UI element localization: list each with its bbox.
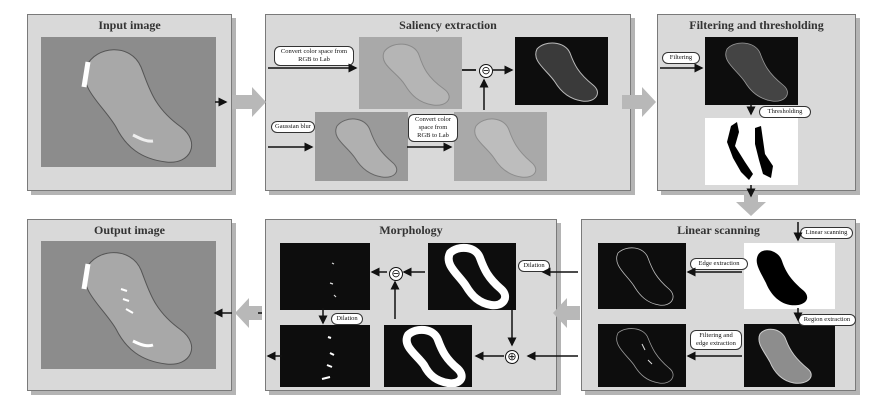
filtered-edge-image [598,324,686,387]
output-image [41,241,216,369]
panel-title-saliency: Saliency extraction [399,18,497,32]
big-arrow-morphology-to-output [235,298,262,328]
panel-saliency-extraction: Saliency extraction Convert color space … [265,14,631,191]
lab-image-2 [454,112,547,181]
big-arrow-input-to-saliency [232,87,266,117]
saliency-map [515,37,608,105]
label-linear-scanning: Linear scanning [800,227,853,239]
panel-output-image: Output image [27,219,232,391]
morph-result-top [280,243,370,310]
label-convert-rgb-lab-1: Convert color space from RGB to Lab [274,46,354,66]
big-arrow-linear-to-morphology [553,298,580,328]
panel-title-output: Output image [93,223,165,237]
lab-image-1 [359,37,462,109]
label-gaussian-blur: Gaussian blur [271,121,315,133]
add-operator: ⊕ [505,350,519,364]
label-thresholding: Thresholding [759,106,811,118]
label-filtering-edge-extraction: Filtering and edge extraction [690,330,742,350]
filtered-image [705,37,798,105]
panel-title-morphology: Morphology [379,223,443,237]
panel-title-linear: Linear scanning [677,223,760,237]
panel-title-input: Input image [98,18,161,32]
label-dilation-1: Dilation [518,260,550,272]
panel-morphology: Morphology Dilation Dilation ⊖ ⊕ [265,219,557,391]
label-edge-extraction: Edge extraction [690,258,748,270]
subtract-operator-morphology: ⊖ [389,267,403,281]
input-image [41,37,216,167]
panel-filtering-thresholding: Filtering and thresholding Filtering Thr… [657,14,856,191]
dilated-edges-top [428,243,516,310]
label-filtering: Filtering [662,52,700,64]
panel-title-filtering: Filtering and thresholding [689,18,824,32]
label-dilation-2: Dilation [331,313,363,325]
big-arrow-filtering-to-linear [736,192,766,216]
label-region-extraction: Region extraction [798,314,856,326]
dilated-edges-bottom [384,325,472,387]
morph-result-bottom [280,325,370,387]
extracted-region [744,324,835,387]
scanned-region [744,243,835,309]
panel-input-image: Input image [27,14,232,191]
edge-image [598,243,686,309]
blurred-image [315,112,408,181]
panel-linear-scanning: Linear scanning Linear scanning Edge ext… [581,219,856,391]
label-convert-rgb-lab-2: Convert color space from RGB to Lab [408,114,458,142]
subtract-operator: ⊖ [479,64,493,78]
thresholded-image [705,118,798,185]
